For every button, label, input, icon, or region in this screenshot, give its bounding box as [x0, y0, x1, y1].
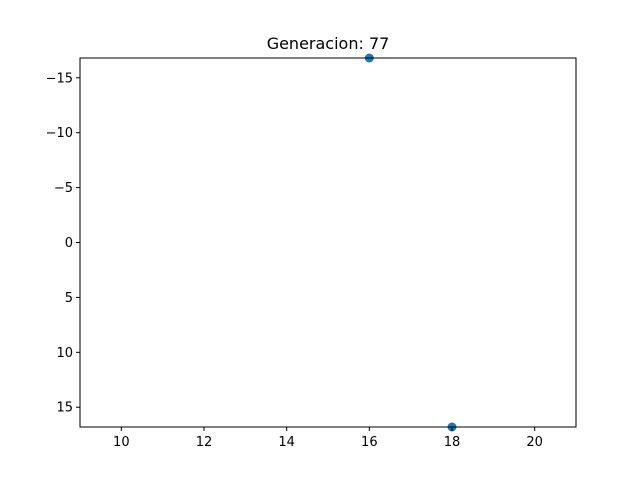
x-tick-label: 10: [113, 435, 130, 450]
x-tick-label: 18: [444, 435, 461, 450]
chart-title: Generacion: 77: [267, 34, 390, 53]
x-axis: 10 12 14 16 18 20: [113, 427, 543, 450]
x-tick-label: 12: [196, 435, 213, 450]
y-tick-label: −10: [46, 126, 73, 141]
y-tick-label: −5: [54, 181, 73, 196]
y-tick-label: 10: [56, 346, 73, 361]
y-tick-label: −15: [46, 71, 73, 86]
x-tick-label: 14: [278, 435, 295, 450]
x-tick-label: 16: [361, 435, 378, 450]
x-tick-label: 20: [526, 435, 543, 450]
y-tick-label: 0: [65, 236, 73, 251]
y-tick-label: 5: [65, 291, 73, 306]
y-tick-label: 15: [56, 401, 73, 416]
y-axis: −15 −10 −5 0 5 10 15: [46, 71, 80, 416]
